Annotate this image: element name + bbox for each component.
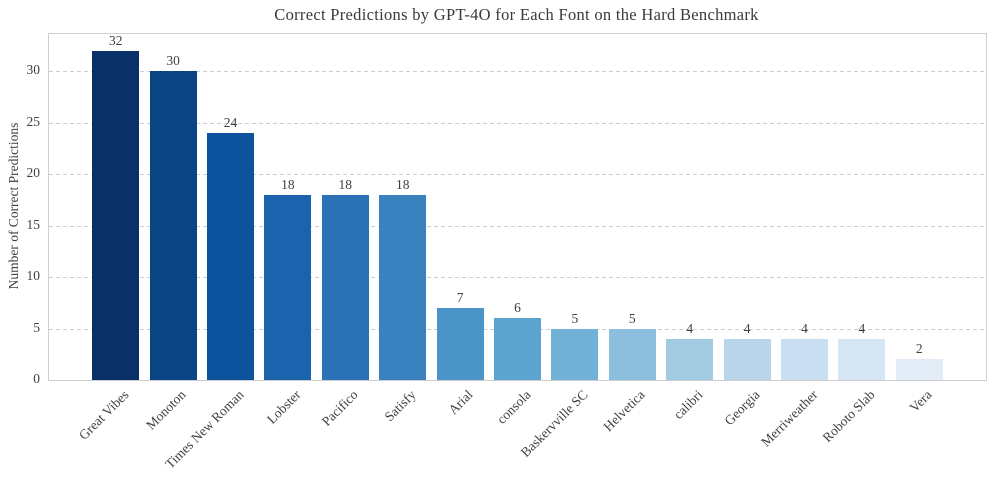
gridline	[49, 277, 986, 278]
y-tick-label: 20	[26, 165, 41, 180]
bar	[551, 328, 599, 380]
bar-value-label: 7	[456, 289, 464, 305]
bar	[92, 50, 140, 380]
bar-value-label: 4	[686, 320, 694, 336]
bar-value-label: 18	[338, 176, 353, 192]
bar	[838, 338, 886, 380]
bar	[608, 328, 656, 380]
bar	[321, 194, 369, 380]
plot-area: 32 30 24 18 18 18 7 6 5 5 4 4 4 4 2	[48, 33, 987, 381]
y-tick-label: 30	[26, 62, 41, 78]
bar-value-label: 6	[514, 300, 521, 316]
bar-value-label: 32	[108, 32, 123, 48]
y-axis-label: Number of Correct Predictions	[6, 122, 21, 290]
y-tick-label: 15	[26, 216, 41, 232]
bar-value-label: 18	[281, 176, 295, 192]
y-tick-label: 5	[33, 319, 40, 335]
y-tick-label: 0	[33, 371, 40, 386]
bar	[149, 71, 197, 380]
bar-value-label: 4	[743, 320, 751, 336]
bar	[264, 194, 312, 380]
gridline	[49, 174, 986, 175]
gridline	[49, 122, 986, 124]
bar	[781, 338, 828, 380]
bar	[379, 194, 427, 380]
bar-value-label: 4	[858, 320, 866, 336]
x-tick-label: Great Vibes	[75, 387, 132, 443]
bar	[494, 318, 541, 380]
bar-value-label: 2	[915, 341, 923, 357]
bar	[723, 338, 771, 380]
y-tick-label: 10	[26, 268, 41, 283]
gridline	[49, 225, 986, 227]
bar-value-label: 4	[801, 320, 808, 336]
y-tick-label: 25	[26, 113, 41, 129]
bar-value-label: 18	[395, 176, 410, 192]
bar-value-label: 5	[628, 310, 636, 326]
gridline	[49, 71, 986, 73]
bar-value-label: 5	[571, 310, 579, 326]
bar-value-label: 24	[223, 114, 238, 130]
chart-title: Correct Predictions by GPT-4O for Each F…	[274, 5, 759, 24]
bar	[895, 359, 943, 380]
bar	[207, 132, 254, 380]
bar	[436, 307, 484, 380]
bar	[666, 338, 714, 380]
bar-value-label: 30	[166, 53, 180, 69]
